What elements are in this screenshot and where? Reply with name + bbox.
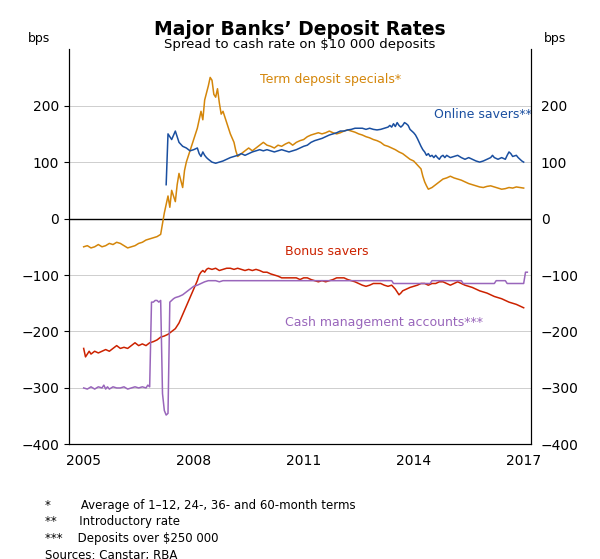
Text: Online savers**: Online savers** [434,108,532,121]
Text: **      Introductory rate: ** Introductory rate [45,515,180,528]
Text: *        Average of 1–12, 24-, 36- and 60-month terms: * Average of 1–12, 24-, 36- and 60-month… [45,499,356,511]
Text: Sources: Canstar; RBA: Sources: Canstar; RBA [45,549,178,559]
Text: bps: bps [544,32,566,45]
Text: Major Banks’ Deposit Rates: Major Banks’ Deposit Rates [154,20,446,39]
Text: Term deposit specials*: Term deposit specials* [260,73,401,86]
Text: Spread to cash rate on $10 000 deposits: Spread to cash rate on $10 000 deposits [164,38,436,51]
Text: ***    Deposits over $250 000: *** Deposits over $250 000 [45,532,218,545]
Text: bps: bps [28,32,50,45]
Text: Bonus savers: Bonus savers [286,245,369,258]
Text: Cash management accounts***: Cash management accounts*** [286,316,484,329]
